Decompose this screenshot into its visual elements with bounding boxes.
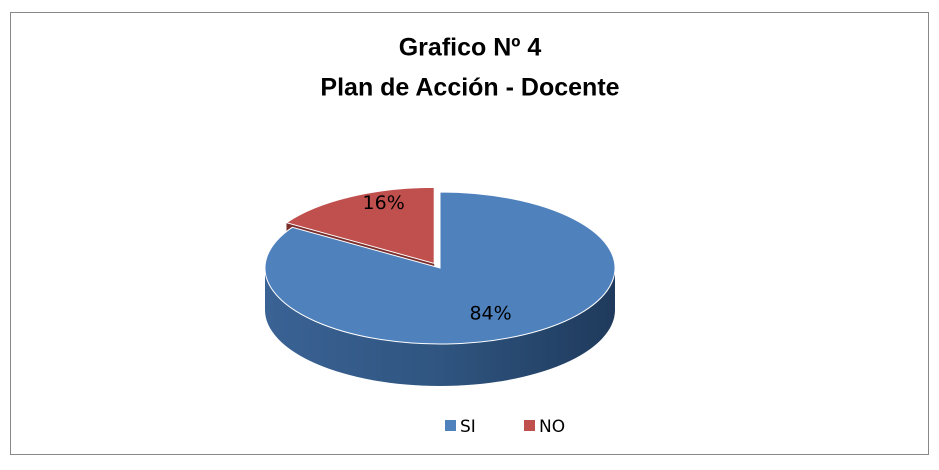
legend-swatch	[524, 420, 535, 431]
slice	[264, 191, 616, 345]
data-label: 16%	[363, 192, 405, 214]
chart-title: Grafico Nº 4	[399, 34, 542, 62]
legend-label: SI	[460, 417, 476, 437]
slice-side	[265, 268, 615, 386]
chart-title: Plan de Acción - Docente	[320, 74, 619, 102]
legend-swatch	[445, 420, 456, 431]
data-label: 84%	[469, 302, 511, 324]
legend-label: NO	[539, 417, 565, 437]
slice	[285, 186, 435, 265]
